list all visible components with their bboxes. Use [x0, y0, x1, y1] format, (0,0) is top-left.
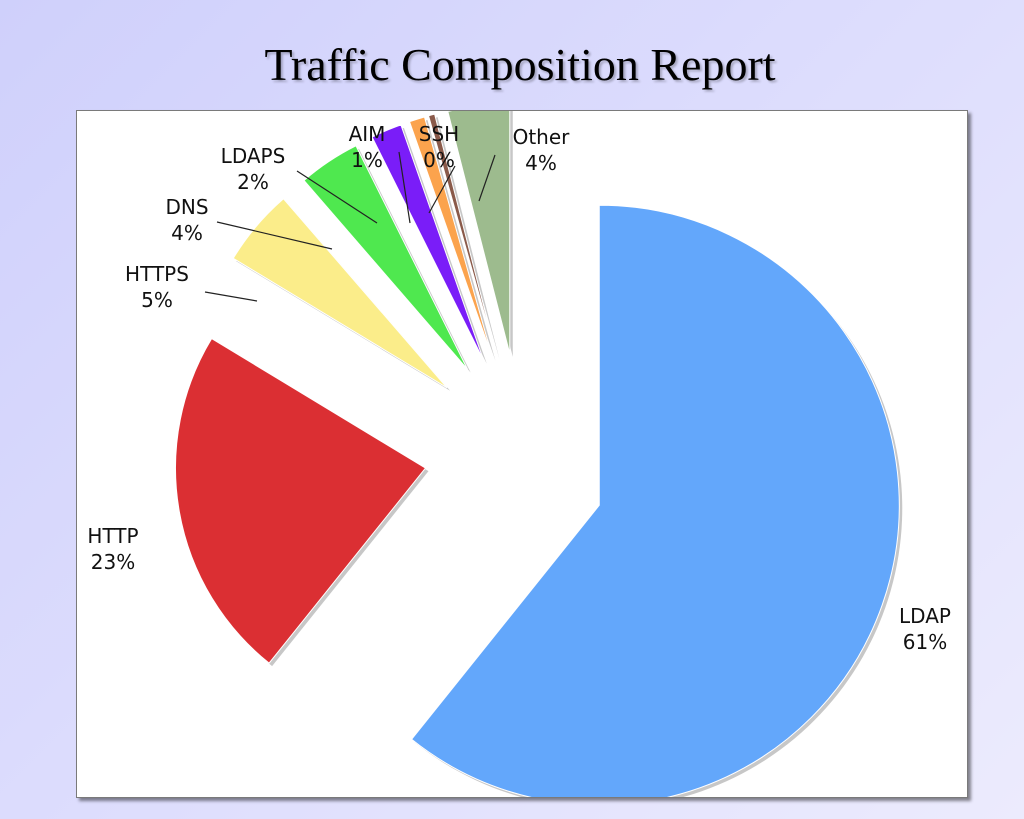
- slice-label-https: HTTPS: [125, 262, 189, 286]
- slice-label-ldap: LDAP: [899, 604, 951, 628]
- pie-slice-aim: [408, 116, 493, 358]
- slice-label-other: Other: [513, 125, 571, 149]
- pie-slice-ldap: [410, 204, 900, 797]
- leader-line-aim: [398, 151, 411, 224]
- chart-frame: LDAP 61% HTTP 23% HTTPS 5% DNS 4% LDAPS 2% AIM 1% SS…: [76, 110, 968, 798]
- leader-line-https: [204, 291, 258, 302]
- slice-label-dns: DNS: [165, 195, 208, 219]
- slice-percent-https: 5%: [141, 288, 173, 312]
- slide-title: Traffic Composition Report: [264, 39, 776, 90]
- leader-line-dns: [216, 221, 333, 250]
- leader-line-ldaps: [296, 170, 378, 224]
- slice-percent-other: 4%: [525, 151, 557, 175]
- slice-labels: LDAP61%HTTP23%HTTPS5%DNS4%LDAPS2%AIM1%SS…: [87, 122, 951, 654]
- slice-percent-aim: 1%: [351, 148, 383, 172]
- slice-percent-ldaps: 2%: [237, 170, 269, 194]
- pie-chart: LDAP61%HTTP23%HTTPS5%DNS4%LDAPS2%AIM1%SS…: [87, 111, 951, 797]
- pie-slice-http: [175, 337, 427, 664]
- slice-label-ldaps: LDAPS: [221, 144, 286, 168]
- leader-lines: [204, 151, 496, 302]
- slice-percent-dns: 4%: [171, 221, 203, 245]
- slice-label-http: HTTP: [87, 524, 138, 548]
- slice-percent-http: 23%: [91, 550, 135, 574]
- pie-slices: [175, 111, 903, 797]
- pie-slice-ssh: [427, 113, 498, 357]
- slice-label-aim: AIM: [349, 122, 386, 146]
- leader-line-other: [478, 154, 496, 202]
- slice-percent-ldap: 61%: [903, 630, 947, 654]
- slice-label-ssh: SSH: [419, 122, 459, 146]
- pie-slice-https: [232, 198, 448, 389]
- pie-slice-other: [447, 111, 511, 354]
- slice-percent-ssh: 0%: [423, 148, 455, 172]
- leader-line-ssh: [428, 165, 456, 214]
- pie-slice-ldaps: [371, 124, 485, 361]
